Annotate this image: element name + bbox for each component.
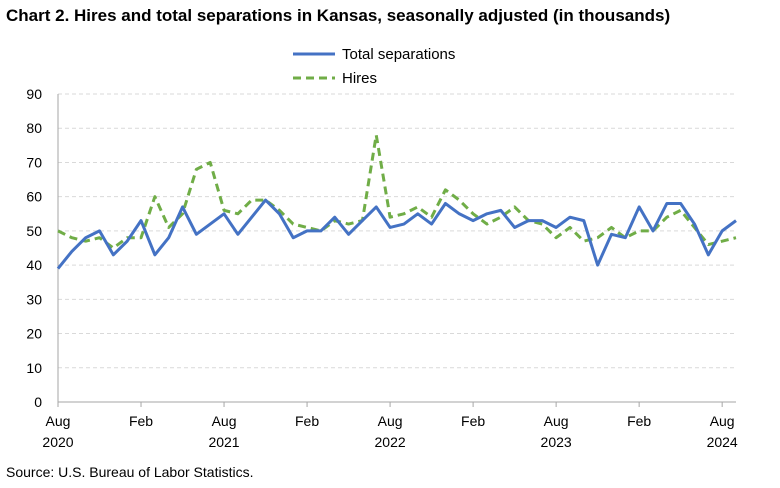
x-axis-ticks: Aug 2020 Feb Aug 2021 Feb Aug 2022 Feb Aug 2023 Feb…: [42, 402, 738, 450]
x-tick-label-month: Feb: [129, 413, 153, 429]
x-tick-label-month: Aug: [46, 413, 71, 429]
x-tick-label-year: 2022: [375, 434, 406, 450]
y-axis-ticks: 0 10 20 30 40 50 60 70 80 90: [26, 86, 42, 410]
source-note: Source: U.S. Bureau of Labor Statistics.: [6, 464, 254, 480]
y-tick-label: 50: [26, 223, 42, 239]
axes: [57, 94, 736, 403]
y-tick-label: 20: [26, 326, 42, 342]
y-tick-label: 60: [26, 189, 42, 205]
x-tick-label-month: Feb: [295, 413, 319, 429]
y-tick-label: 10: [26, 360, 42, 376]
x-tick-label-month: Feb: [461, 413, 485, 429]
y-tick-label: 90: [26, 86, 42, 102]
x-tick-label-month: Aug: [378, 413, 403, 429]
x-tick-label-year: 2023: [541, 434, 572, 450]
series-line-total-separations: [56, 198, 737, 270]
y-tick-label: 80: [26, 120, 42, 136]
y-tick-label: 0: [34, 394, 42, 410]
x-tick-label-month: Aug: [212, 413, 237, 429]
legend-label: Total separations: [342, 46, 455, 63]
x-tick-label-year: 2024: [707, 434, 738, 450]
y-tick-label: 40: [26, 257, 42, 273]
legend-label: Hires: [342, 70, 377, 87]
y-tick-label: 30: [26, 291, 42, 307]
x-tick-label-year: 2021: [208, 434, 239, 450]
legend: Total separations Hires: [293, 46, 455, 87]
x-tick-label-year: 2020: [42, 434, 73, 450]
x-tick-label-month: Aug: [544, 413, 569, 429]
y-tick-label: 70: [26, 154, 42, 170]
series-layer: [56, 133, 737, 270]
chart-title: Chart 2. Hires and total separations in …: [6, 6, 671, 25]
x-tick-label-month: Feb: [627, 413, 651, 429]
gridlines: [58, 93, 736, 369]
x-tick-label-month: Aug: [710, 413, 735, 429]
